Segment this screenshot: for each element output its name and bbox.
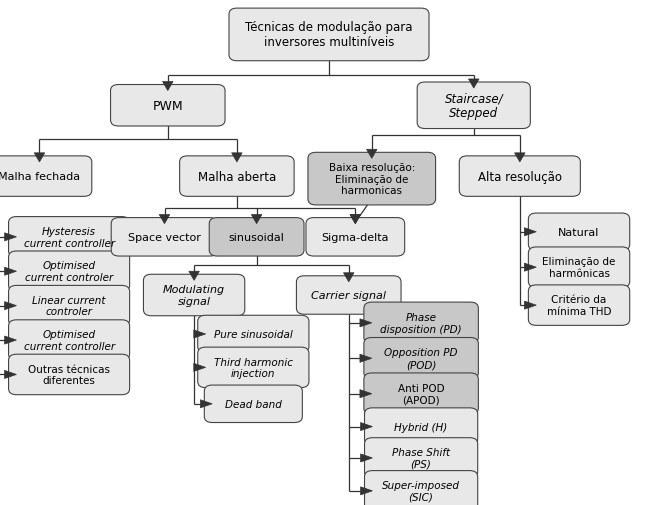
Polygon shape — [193, 364, 205, 372]
Text: Modulating
signal: Modulating signal — [163, 285, 225, 306]
FancyBboxPatch shape — [204, 385, 303, 423]
FancyBboxPatch shape — [365, 408, 478, 445]
Polygon shape — [34, 154, 45, 163]
Text: Dead band: Dead band — [225, 399, 282, 409]
Text: PWM: PWM — [153, 99, 183, 113]
FancyBboxPatch shape — [364, 302, 478, 344]
Polygon shape — [232, 154, 242, 163]
FancyBboxPatch shape — [364, 338, 478, 379]
Polygon shape — [5, 371, 16, 379]
Text: Hybrid (H): Hybrid (H) — [395, 422, 447, 432]
Polygon shape — [163, 82, 173, 91]
Polygon shape — [350, 215, 361, 224]
Polygon shape — [350, 215, 361, 224]
FancyBboxPatch shape — [528, 247, 630, 288]
Text: Alta resolução: Alta resolução — [478, 170, 562, 183]
FancyBboxPatch shape — [365, 438, 478, 478]
FancyBboxPatch shape — [306, 218, 405, 257]
Polygon shape — [524, 264, 536, 272]
FancyBboxPatch shape — [9, 217, 130, 258]
Text: Anti POD
(APOD): Anti POD (APOD) — [398, 383, 444, 405]
Text: Staircase/
Stepped: Staircase/ Stepped — [444, 92, 503, 120]
Polygon shape — [361, 423, 372, 431]
FancyBboxPatch shape — [308, 153, 436, 206]
Polygon shape — [251, 215, 262, 224]
FancyBboxPatch shape — [0, 157, 91, 197]
Polygon shape — [361, 454, 372, 462]
Polygon shape — [200, 400, 212, 408]
FancyBboxPatch shape — [528, 214, 630, 251]
Polygon shape — [360, 390, 372, 398]
FancyBboxPatch shape — [197, 316, 309, 353]
Text: Super-imposed
(SIC): Super-imposed (SIC) — [382, 480, 460, 501]
Polygon shape — [367, 150, 377, 159]
Polygon shape — [5, 302, 16, 310]
Text: Optimised
current controller: Optimised current controller — [24, 330, 114, 351]
Text: Malha aberta: Malha aberta — [198, 170, 276, 183]
Polygon shape — [360, 355, 372, 363]
Polygon shape — [193, 330, 205, 338]
FancyBboxPatch shape — [180, 157, 294, 197]
FancyBboxPatch shape — [9, 320, 130, 361]
Polygon shape — [159, 215, 170, 224]
Polygon shape — [360, 319, 372, 327]
FancyBboxPatch shape — [9, 251, 130, 292]
FancyBboxPatch shape — [365, 471, 478, 505]
FancyBboxPatch shape — [297, 276, 401, 315]
Text: sinusoidal: sinusoidal — [229, 232, 284, 242]
Polygon shape — [343, 273, 354, 282]
FancyBboxPatch shape — [143, 275, 245, 316]
Polygon shape — [468, 80, 479, 89]
Text: Opposition PD
(POD): Opposition PD (POD) — [384, 348, 458, 369]
Text: Phase
disposition (PD): Phase disposition (PD) — [380, 313, 462, 334]
FancyBboxPatch shape — [528, 285, 630, 326]
Text: Natural: Natural — [559, 227, 599, 237]
Text: Hysteresis
current controller: Hysteresis current controller — [24, 227, 114, 248]
FancyBboxPatch shape — [111, 218, 218, 257]
Polygon shape — [361, 487, 372, 495]
Text: Pure sinusoidal: Pure sinusoidal — [214, 329, 293, 339]
FancyBboxPatch shape — [209, 218, 304, 257]
Text: Sigma-delta: Sigma-delta — [322, 232, 389, 242]
Text: Linear current
controler: Linear current controler — [32, 295, 106, 317]
FancyBboxPatch shape — [197, 347, 309, 388]
FancyBboxPatch shape — [9, 286, 130, 326]
Polygon shape — [189, 272, 199, 281]
Text: Técnicas de modulação para
inversores multiníveis: Técnicas de modulação para inversores mu… — [245, 21, 413, 49]
Polygon shape — [5, 233, 16, 241]
Text: Optimised
current controler: Optimised current controler — [25, 261, 113, 282]
Polygon shape — [524, 228, 536, 236]
Text: Phase Shift
(PS): Phase Shift (PS) — [392, 447, 450, 469]
FancyBboxPatch shape — [417, 83, 530, 129]
Text: Malha fechada: Malha fechada — [0, 172, 80, 182]
Text: Space vector: Space vector — [128, 232, 201, 242]
Text: Carrier signal: Carrier signal — [311, 290, 386, 300]
Text: Eliminação de
harmônicas: Eliminação de harmônicas — [542, 257, 616, 278]
Text: Baixa resolução:
Eliminação de
harmonicas: Baixa resolução: Eliminação de harmonica… — [328, 163, 415, 196]
Polygon shape — [515, 154, 525, 163]
FancyBboxPatch shape — [364, 373, 478, 415]
Polygon shape — [5, 336, 16, 344]
Text: Outras técnicas
diferentes: Outras técnicas diferentes — [28, 364, 110, 385]
FancyBboxPatch shape — [459, 157, 580, 197]
FancyBboxPatch shape — [111, 85, 225, 127]
Text: Critério da
mínima THD: Critério da mínima THD — [547, 295, 611, 316]
Polygon shape — [524, 301, 536, 310]
FancyBboxPatch shape — [9, 355, 130, 395]
FancyBboxPatch shape — [229, 9, 429, 62]
Polygon shape — [5, 268, 16, 276]
Text: Third harmonic
injection: Third harmonic injection — [214, 357, 293, 378]
